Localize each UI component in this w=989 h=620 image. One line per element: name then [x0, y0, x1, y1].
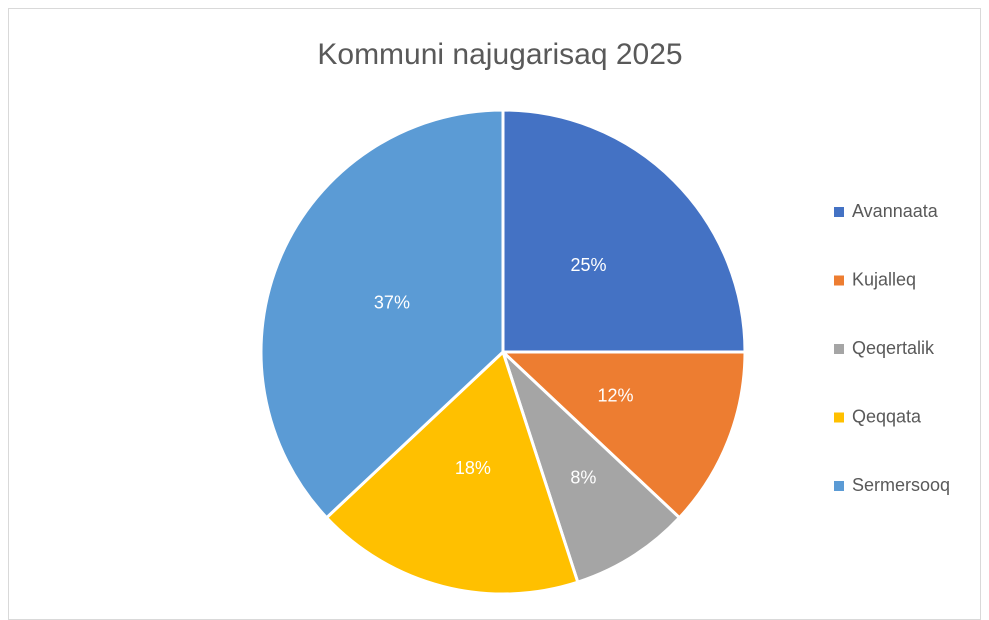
legend-swatch	[834, 412, 844, 423]
legend-label: Kujalleq	[852, 269, 916, 289]
pie-slice	[324, 349, 580, 596]
legend-label: Sermersooq	[852, 475, 950, 495]
pie-slice	[501, 350, 682, 585]
legend-swatch	[834, 344, 844, 354]
legend-swatch	[834, 275, 844, 286]
pie-slice	[501, 108, 747, 354]
pie-slice	[499, 350, 747, 520]
data-label: 12%	[597, 385, 633, 405]
chart-title: Kommuni najugarisaq 2025	[317, 38, 682, 71]
data-label: 37%	[374, 293, 410, 313]
legend-label: Qeqqata	[852, 406, 922, 426]
legend-swatch	[834, 481, 844, 491]
legend-swatch	[834, 207, 844, 217]
legend-label: Qeqertalik	[852, 338, 935, 358]
pie-slice	[259, 108, 505, 520]
data-label: 25%	[571, 255, 607, 275]
data-label: 8%	[570, 467, 596, 487]
data-label: 18%	[455, 458, 491, 478]
legend-label: Avannaata	[852, 201, 939, 221]
